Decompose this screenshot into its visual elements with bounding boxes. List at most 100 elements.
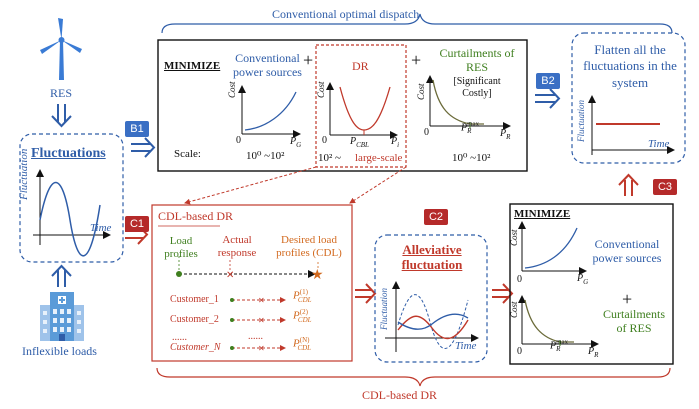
badge-c1: C1	[125, 216, 149, 232]
dispatch-curt-prmax: PmaxR	[461, 120, 480, 136]
cdl-customer-2: Customer_2	[170, 314, 219, 325]
scale-conv: 10⁰ ~10²	[246, 150, 285, 162]
flatten-axis-y: Fluctuation	[576, 100, 586, 142]
dispatch-curtail-title: Curtailments of RES	[439, 46, 515, 74]
flatten-text: Flatten all the fluctuations in the syst…	[583, 42, 677, 90]
scale-dr-b: large-scale	[355, 152, 403, 164]
res-label: RES	[50, 86, 73, 100]
top-brace-label: Conventional optimal dispatch	[272, 7, 420, 21]
alleviative-axis-y: Fluctuation	[379, 288, 389, 330]
dispatch-dr-pi: Pi	[391, 136, 400, 149]
min2-plot-conv	[518, 221, 587, 275]
dispatch-box	[157, 39, 528, 172]
cdl-desired: Desired load profiles (CDL)	[276, 234, 342, 259]
cdl-load-profiles: Load profiles	[164, 235, 198, 260]
min2-curt-prmax: PmaxR	[550, 338, 569, 354]
cdl-customer-dots: ......	[172, 332, 187, 343]
fluctuations-box	[19, 133, 124, 263]
dispatch-plus-1: +	[303, 50, 314, 70]
wind-turbine-icon	[40, 18, 82, 80]
cdl-actual-response: Actual response	[217, 234, 257, 259]
b1-arrow	[131, 137, 156, 158]
min2-curt-pr: PR	[588, 346, 599, 359]
cdl-pcdl-2: P(2)CDL	[293, 308, 312, 324]
c3-arrow	[618, 173, 639, 196]
min2-conv-pg: PG	[577, 273, 589, 286]
dispatch-curt-pr: PR	[500, 128, 511, 141]
c2-to-min-arrow	[492, 283, 514, 304]
dispatch-curtail-note: [Significant Costly]	[453, 76, 501, 99]
cdl-pcdl-1: P(1)CDL	[293, 288, 312, 304]
cdl-title: CDL-based DR	[158, 209, 233, 223]
inflexible-up-arrow	[51, 264, 72, 287]
fluctuations-title: Fluctuations	[31, 146, 106, 161]
dispatch-minimize: MINIMIZE	[164, 60, 221, 72]
min2-plot-curtail	[518, 295, 599, 348]
alleviative-axis-x: Time	[455, 340, 477, 352]
svg-text:✕: ✕	[226, 270, 234, 281]
flatten-axis-x: Time	[648, 138, 670, 150]
min2-conv-cost-axis: Cost	[509, 229, 519, 246]
alleviative-title: Alleviative fluctuation	[401, 242, 463, 272]
dispatch-dr-label: DR	[352, 59, 369, 73]
res-down-arrow	[51, 104, 72, 128]
dispatch-plot-dr	[326, 82, 398, 139]
dispatch-plus-2: +	[411, 50, 422, 70]
cdl-main-row: ✕ ★	[176, 256, 324, 283]
min2-conv-zero: 0	[517, 274, 522, 285]
cdl-box	[151, 204, 353, 362]
badge-c3: C3	[653, 179, 677, 195]
dispatch-conv-cost-axis: Cost	[227, 81, 237, 98]
cdl-customer-n: Customer_N	[170, 342, 221, 353]
inflexible-loads-label: Inflexible loads	[22, 344, 97, 358]
scale-curt: 10⁰ ~10²	[452, 152, 491, 164]
dr-subbox	[315, 44, 407, 168]
min2-curtail: Curtailments of RES	[603, 307, 665, 335]
minimize2-box	[509, 203, 674, 365]
alleviative-plot	[385, 281, 479, 352]
flatten-box	[571, 32, 686, 164]
min2-conv-sources: Conventional power sources	[592, 237, 662, 265]
cdl-customer-rows	[232, 297, 286, 351]
dispatch-dr-pcbl: PCBL	[350, 136, 369, 149]
scale-dr-a: 10² ~	[318, 152, 341, 164]
cdl-middle-dots: ......	[248, 331, 263, 342]
dispatch-curt-zero: 0	[424, 127, 429, 138]
svg-text:✕: ✕	[258, 316, 265, 325]
flatten-plot	[588, 95, 675, 155]
top-brace	[161, 13, 673, 34]
cdl-customer-1: Customer_1	[170, 294, 219, 305]
min2-minimize: MINIMIZE	[514, 208, 571, 220]
min2-curt-cost-axis: Cost	[509, 301, 519, 318]
dispatch-dr-zero: 0	[322, 135, 327, 146]
svg-text:✕: ✕	[258, 296, 265, 305]
building-icon	[40, 292, 84, 341]
dispatch-curt-cost-axis: Cost	[416, 83, 426, 100]
scale-label: Scale:	[174, 148, 201, 160]
badge-b2: B2	[536, 73, 560, 89]
dispatch-conv-sources: Conventional power sources	[233, 51, 302, 79]
badge-b1: B1	[125, 121, 149, 137]
dispatch-conv-pg: PG	[290, 136, 302, 149]
dr-link-left	[184, 166, 317, 205]
svg-text:✕: ✕	[258, 344, 265, 353]
min2-curt-zero: 0	[517, 346, 522, 357]
badge-c2: C2	[424, 209, 448, 225]
dispatch-plot-curtail	[426, 75, 511, 130]
dispatch-dr-cost-axis: Cost	[316, 81, 326, 98]
cdl-pcdl-n: P(N)CDL	[293, 336, 312, 352]
dispatch-plot-conv	[238, 85, 301, 138]
min2-plus: +	[622, 289, 633, 309]
bottom-brace-label: CDL-based DR	[362, 388, 437, 402]
b2-arrow	[535, 88, 561, 109]
fluctuations-axis-y: Fluctuation	[18, 148, 30, 200]
dispatch-conv-zero: 0	[236, 135, 241, 146]
bottom-brace	[156, 367, 671, 387]
dr-link-right	[349, 166, 407, 204]
fluctuations-plot	[33, 169, 111, 257]
c2-arrow	[355, 283, 377, 304]
svg-text:★: ★	[311, 268, 324, 283]
alleviative-box	[374, 234, 488, 363]
